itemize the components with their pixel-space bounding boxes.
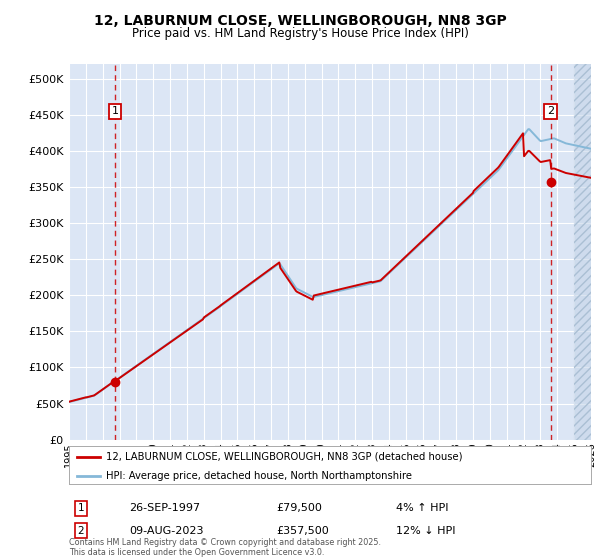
Text: 4% ↑ HPI: 4% ↑ HPI: [396, 503, 449, 514]
Text: £79,500: £79,500: [276, 503, 322, 514]
Text: 2: 2: [547, 106, 554, 116]
Text: 26-SEP-1997: 26-SEP-1997: [129, 503, 200, 514]
Text: 1: 1: [112, 106, 119, 116]
Text: 2: 2: [77, 526, 85, 536]
Text: 12% ↓ HPI: 12% ↓ HPI: [396, 526, 455, 536]
Text: 12, LABURNUM CLOSE, WELLINGBOROUGH, NN8 3GP: 12, LABURNUM CLOSE, WELLINGBOROUGH, NN8 …: [94, 14, 506, 28]
Bar: [574, 64, 599, 440]
Text: HPI: Average price, detached house, North Northamptonshire: HPI: Average price, detached house, Nort…: [106, 471, 412, 481]
Text: £357,500: £357,500: [276, 526, 329, 536]
Text: Contains HM Land Registry data © Crown copyright and database right 2025.
This d: Contains HM Land Registry data © Crown c…: [69, 538, 381, 557]
Text: Price paid vs. HM Land Registry's House Price Index (HPI): Price paid vs. HM Land Registry's House …: [131, 27, 469, 40]
Text: 09-AUG-2023: 09-AUG-2023: [129, 526, 203, 536]
Text: 1: 1: [77, 503, 85, 514]
Bar: [574, 64, 599, 440]
Text: 12, LABURNUM CLOSE, WELLINGBOROUGH, NN8 3GP (detached house): 12, LABURNUM CLOSE, WELLINGBOROUGH, NN8 …: [106, 452, 462, 462]
